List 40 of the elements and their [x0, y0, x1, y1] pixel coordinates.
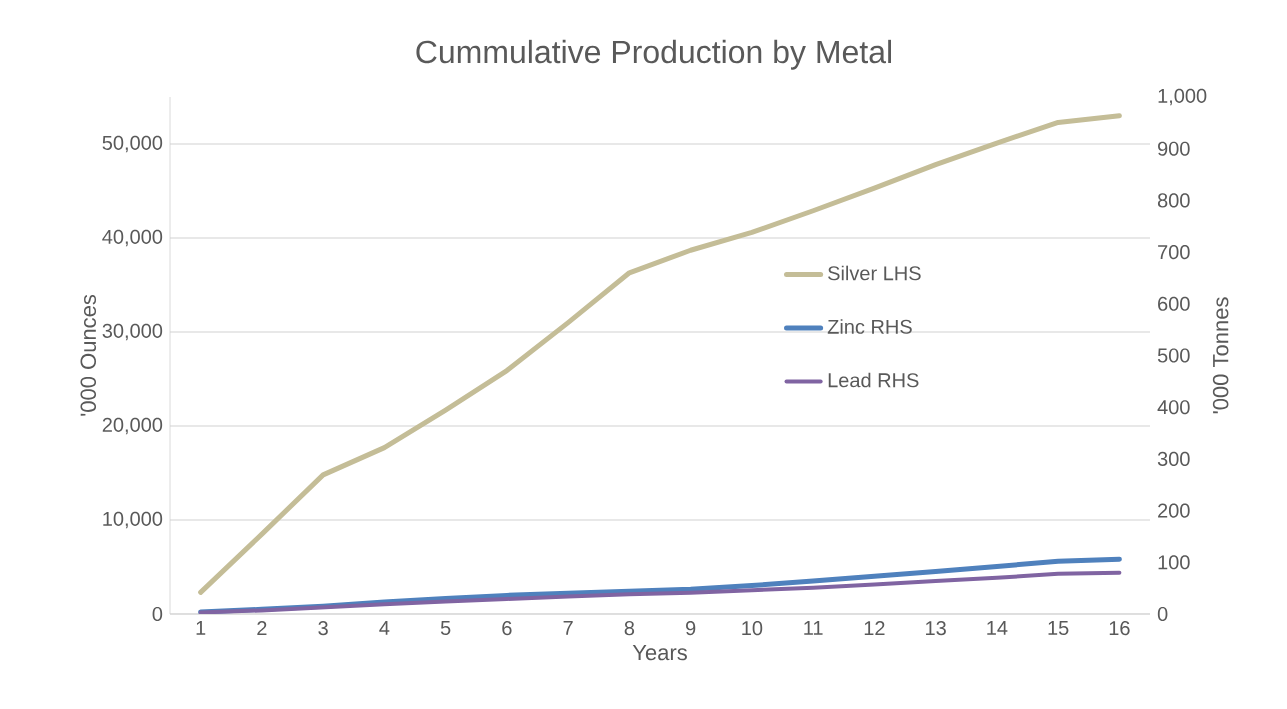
y2-tick-label: 600: [1158, 296, 1190, 311]
legend-label: Zinc RHS: [827, 319, 912, 334]
chart-title: Cummulative Production by Metal: [416, 39, 891, 70]
y2-tick-label: 400: [1157, 400, 1190, 415]
y-tick-label: 20,000: [102, 417, 163, 435]
y2-tick-label: 0: [1157, 606, 1168, 622]
legend-label: Silver LHS: [828, 265, 921, 281]
y2-tick-label: 1,000: [1158, 88, 1207, 106]
x-tick-label: 15: [1048, 621, 1069, 636]
x-tick-label: 14: [987, 621, 1008, 635]
x-tick-label: 11: [804, 621, 823, 635]
y-tick-label: 30,000: [102, 323, 163, 341]
x-tick-label: 7: [563, 621, 573, 635]
y-axis-title: '000 Ounces: [80, 294, 97, 416]
y2-tick-label: 100: [1158, 555, 1190, 570]
y2-tick-label: 500: [1157, 348, 1190, 363]
y2-tick-label: 200: [1158, 503, 1190, 518]
y-tick-label: 40,000: [102, 229, 163, 247]
x-tick-label: 9: [686, 621, 696, 636]
x-tick-label: 12: [864, 621, 885, 636]
y2-axis-title: '000 Tonnes: [1212, 297, 1229, 414]
x-tick-label: 13: [926, 621, 946, 636]
x-tick-label: 10: [742, 621, 763, 636]
x-tick-label: 2: [257, 621, 267, 636]
x-tick-label: 5: [440, 621, 451, 636]
y2-tick-label: 800: [1157, 193, 1190, 208]
x-tick-label: 1: [196, 621, 206, 635]
x-tick-label: 8: [624, 621, 635, 636]
legend-label: Lead RHS: [828, 372, 919, 388]
y2-tick-label: 700: [1158, 245, 1190, 260]
y2-tick-label: 900: [1158, 141, 1190, 156]
x-tick-label: 4: [379, 621, 390, 635]
x-tick-label: 6: [502, 621, 512, 636]
x-tick-label: 16: [1109, 621, 1130, 636]
x-tick-label: 3: [318, 621, 328, 636]
x-axis-title: Years: [632, 644, 687, 661]
y-tick-label: 50,000: [102, 135, 163, 153]
y2-tick-label: 300: [1157, 451, 1190, 466]
y-tick-label: 0: [152, 606, 163, 622]
y-tick-label: 10,000: [103, 511, 163, 529]
